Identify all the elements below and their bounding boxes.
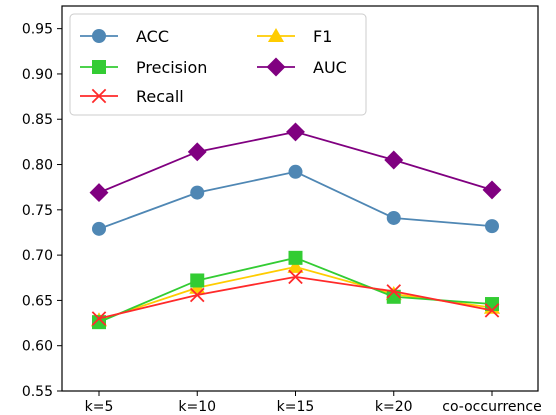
y-tick-label: 0.65 [22, 293, 53, 309]
series-precision [92, 250, 499, 330]
y-tick-label: 0.85 [22, 112, 53, 128]
legend-label-acc: ACC [136, 27, 169, 46]
series-layer [89, 122, 502, 330]
data-point-precision [386, 289, 401, 304]
data-point-auc [286, 122, 305, 142]
legend-label-auc: AUC [313, 58, 347, 77]
legend-box [69, 13, 367, 116]
x-tick-label: k=15 [277, 399, 315, 415]
y-tick-label: 0.55 [22, 384, 53, 400]
series-line-f1 [98, 265, 493, 322]
y-tick-label: 0.80 [22, 158, 53, 174]
legend-marker-precision [92, 60, 106, 74]
data-point-f1 [287, 258, 304, 273]
y-tick-label: 0.95 [22, 22, 53, 38]
legend-marker-f1 [267, 27, 285, 43]
y-tick-label: 0.60 [22, 339, 53, 355]
series-f1 [90, 258, 501, 327]
data-point-auc [187, 142, 207, 162]
y-tick-label: 0.70 [22, 248, 53, 264]
legend-item-recall: Recall [80, 87, 184, 106]
series-recall [91, 269, 500, 326]
x-tick-label: k=10 [178, 399, 216, 415]
data-point-recall [386, 284, 402, 299]
data-point-recall [189, 287, 205, 303]
legend-marker-auc [266, 57, 286, 77]
series-auc [89, 122, 502, 203]
data-point-auc [482, 180, 502, 200]
legend-item-auc: AUC [257, 57, 347, 77]
data-point-auc [89, 183, 109, 203]
data-point-acc [386, 210, 401, 225]
y-axis: 0.55 0.60 0.65 0.70 0.75 0.80 0.85 0.90 0.95 [22, 22, 62, 400]
x-tick-label: k=5 [85, 399, 114, 415]
data-point-recall [288, 269, 303, 285]
x-tick-label: k=20 [375, 399, 413, 415]
legend-item-precision: Precision [80, 58, 207, 77]
plot-frame [61, 5, 539, 392]
legend: ACC Precision Recall F1 AUC [69, 13, 367, 116]
x-axis: k=5 k=10 k=15 k=20 co-occurrence [85, 391, 542, 415]
data-point-precision [190, 273, 205, 288]
legend-marker-recall [91, 88, 107, 104]
legend-label-f1: F1 [313, 27, 332, 46]
data-point-recall [91, 311, 107, 326]
y-tick-label: 0.75 [22, 203, 53, 219]
legend-label-recall: Recall [136, 87, 184, 106]
legend-label-precision: Precision [136, 58, 207, 77]
data-point-acc [288, 164, 303, 179]
data-point-precision [92, 315, 106, 330]
legend-marker-acc [92, 29, 106, 43]
data-point-auc [384, 150, 404, 170]
x-tick-label: co-occurrence [442, 399, 541, 415]
data-point-precision [288, 250, 303, 265]
series-acc [92, 164, 499, 236]
data-point-recall [484, 303, 500, 318]
y-tick-label: 0.90 [22, 67, 53, 83]
data-point-acc [485, 219, 499, 234]
data-point-acc [190, 185, 205, 200]
data-point-acc [92, 221, 106, 236]
legend-item-acc: ACC [80, 27, 169, 46]
legend-item-f1: F1 [257, 27, 332, 46]
series-line-acc [98, 170, 493, 230]
